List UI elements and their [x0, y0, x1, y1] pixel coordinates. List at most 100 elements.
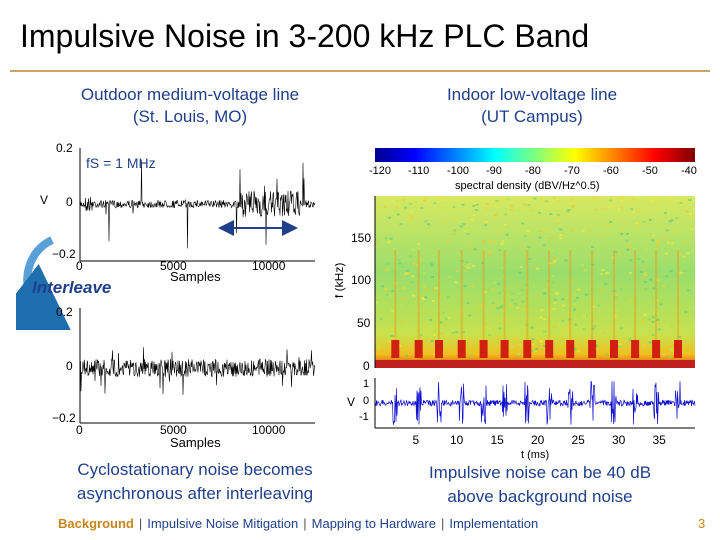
impulse-streak [569, 250, 572, 360]
spectrogram-cell [521, 300, 525, 303]
spectrogram-cell [429, 261, 433, 264]
spectrogram-cell [556, 200, 560, 203]
spectrogram-cell [521, 245, 525, 248]
spectrogram-cell [637, 258, 641, 260]
spectrogram-cell [658, 322, 662, 325]
impulse-streak [548, 250, 551, 360]
spectrogram-cell [542, 244, 546, 247]
spectrogram-cell [644, 248, 648, 251]
spectrogram-cell [401, 199, 405, 202]
spectrogram-cell [430, 248, 434, 251]
spectrogram-cell [400, 265, 404, 268]
spectrogram-cell [644, 244, 648, 247]
spectrogram-cell [671, 246, 675, 248]
impulse-blob [610, 340, 618, 358]
spectrogram-cell [473, 248, 477, 251]
spectrogram-cell [496, 307, 500, 310]
impulse-blob [652, 340, 661, 358]
spectrogram-cell [533, 197, 537, 200]
spectrogram-cell [430, 264, 434, 267]
spectrogram-cell [626, 233, 629, 235]
spectrogram-cell [640, 270, 643, 273]
impulse-streak [482, 250, 485, 360]
spectrogram-cell [533, 265, 537, 268]
spectrogram-cell [620, 206, 624, 209]
spectrogram-cell [479, 304, 483, 307]
time-x-label: t (ms) [521, 449, 549, 461]
spectrogram-cell [475, 203, 479, 206]
spectrogram-cell [544, 282, 548, 285]
spectrogram-cell [467, 242, 471, 245]
spectrogram-cell [510, 299, 514, 302]
spectrogram-cell [463, 284, 467, 287]
impulse-blob [479, 340, 488, 358]
right-note: Impulsive noise can be 40 dB above backg… [380, 461, 700, 509]
spectrogram-cell [462, 223, 466, 226]
spectrogram-cell [424, 296, 428, 299]
spectrogram-cell [497, 283, 500, 285]
footer-item-implementation[interactable]: Implementation [449, 516, 539, 531]
spectrogram-cell [642, 266, 646, 269]
spectrogram-cell [384, 237, 388, 240]
spectrogram-cell [400, 321, 404, 324]
impulse-blob [566, 340, 575, 358]
spectrogram-cell [599, 273, 603, 276]
footer-item-impulsive-noise-mitigation[interactable]: Impulsive Noise Mitigation [147, 516, 299, 531]
spectrogram-cell [607, 223, 611, 226]
spectrogram-cell [421, 295, 425, 298]
footer-item-mapping-to-hardware[interactable]: Mapping to Hardware [311, 516, 436, 531]
spectrogram-cell [628, 339, 632, 342]
spectrogram-cell [425, 325, 429, 327]
right-caption-line-2: (UT Campus) [481, 107, 583, 126]
spectrogram-cell [504, 197, 508, 200]
spectrogram-cell [391, 290, 395, 293]
spectrogram-cell [412, 294, 416, 297]
spectrogram-cell [391, 309, 395, 312]
spectrogram-cell [411, 275, 415, 278]
spectrogram-cell [488, 334, 492, 336]
spectrogram-cell [500, 243, 504, 245]
left-caption: Outdoor medium-voltage line (St. Louis, … [40, 84, 340, 128]
spectrogram-cell [552, 257, 556, 260]
spectrogram-cell [522, 307, 526, 310]
spectrogram-cell [663, 236, 667, 239]
spectrogram-cell [506, 293, 510, 296]
spectrogram-cell [582, 328, 586, 331]
spectrogram-cell [617, 208, 621, 211]
spectrogram-cell [542, 318, 546, 321]
spectrogram-cell [553, 302, 557, 305]
spectrogram-cell [573, 308, 576, 311]
spectrogram-cell [681, 350, 685, 353]
spectrogram-cell [509, 209, 513, 211]
spectrogram-cell [506, 233, 510, 236]
spectrogram-cell [669, 196, 672, 199]
spectrogram-cell [572, 304, 576, 307]
footer-item-background[interactable]: Background [58, 516, 134, 531]
spectrogram-cell [430, 263, 434, 266]
spectrogram-cell [620, 200, 624, 202]
spectrogram-cell [594, 212, 598, 215]
y-tick-150: 150 [351, 231, 371, 245]
y-tick-0.2: 0.2 [56, 141, 73, 155]
spectrogram-cell [648, 218, 652, 221]
spectrogram-cell [535, 348, 539, 350]
spectrogram-cell [470, 218, 474, 221]
spectrogram-cell [404, 354, 408, 357]
indoor-noise-trace [374, 380, 696, 425]
spectrogram-cell [511, 292, 515, 295]
spectrogram-cell [609, 204, 613, 207]
spectrogram-cell [451, 218, 455, 220]
spectrogram-cell [455, 331, 459, 334]
spectrogram-cell [643, 273, 646, 275]
spectrogram-cell [591, 241, 595, 244]
spectrogram-cell [496, 337, 500, 340]
spectrogram-cell [577, 288, 581, 291]
spectrogram-cell [595, 344, 599, 347]
spectrogram-cell [472, 228, 476, 230]
time-x-tick: 15 [491, 433, 505, 447]
spectrogram-cell [567, 209, 571, 211]
interleave-arrow [16, 236, 76, 330]
impulse-blob [435, 340, 443, 358]
spectrogram-cell [430, 340, 434, 342]
spectrogram-cell [545, 200, 549, 203]
